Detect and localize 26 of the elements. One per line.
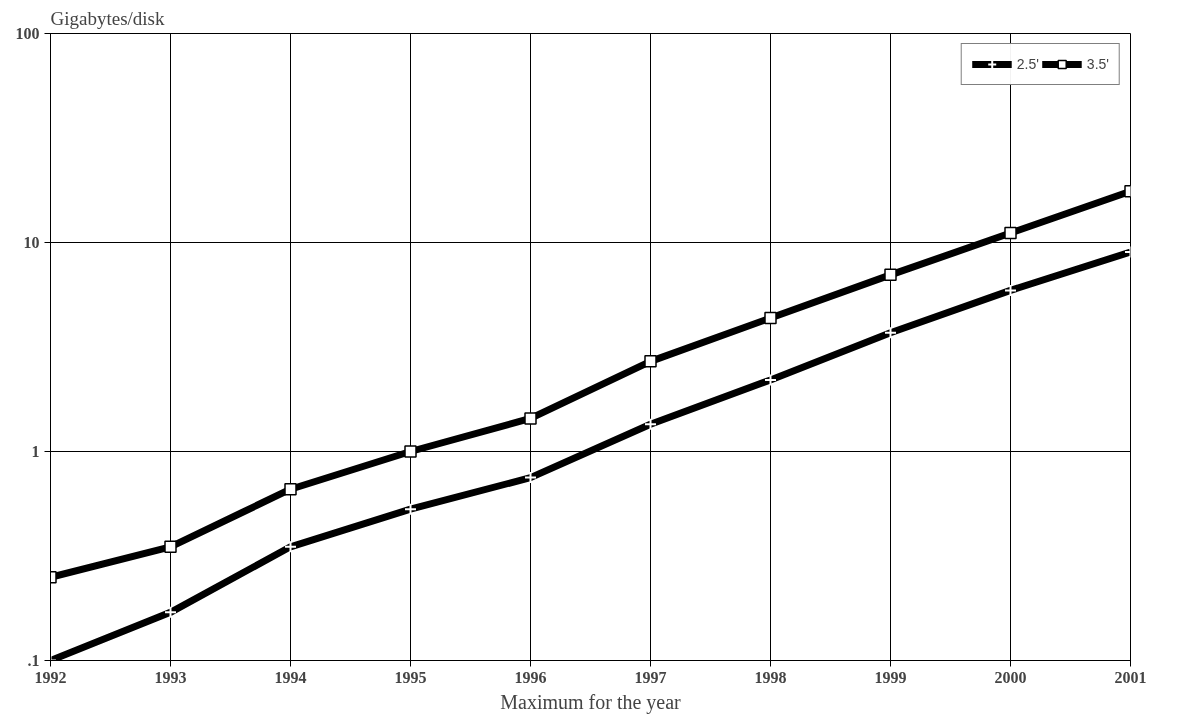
y-tick-label: 10 <box>23 234 40 251</box>
point <box>284 482 297 496</box>
x-tick-label: 1997 <box>634 668 667 686</box>
legend-label: 2.5' <box>1016 56 1039 72</box>
x-tick-label: 2000 <box>994 668 1027 686</box>
x-tick-label: 1998 <box>754 668 787 686</box>
x-tick-label: 2001 <box>1114 668 1147 686</box>
point <box>1004 226 1017 240</box>
point <box>764 311 777 325</box>
point <box>164 540 177 554</box>
x-tick-label: 1999 <box>874 668 907 686</box>
point <box>524 412 537 425</box>
x-tick-label: 1996 <box>514 668 547 686</box>
x-axis-title: Maximum for the year <box>500 690 682 714</box>
point <box>404 445 417 458</box>
y-tick-label: 100 <box>15 25 40 42</box>
y-axis-title: Gigabytes/disk <box>50 7 165 29</box>
x-tick-label: 1995 <box>394 668 427 686</box>
x-tick-label: 1994 <box>274 668 307 686</box>
x-tick-label: 1992 <box>34 668 67 686</box>
legend-label: 3.5' <box>1086 56 1109 72</box>
y-tick-label: .1 <box>27 652 40 669</box>
point <box>884 268 897 282</box>
x-tick-label: 1993 <box>154 668 187 686</box>
point <box>644 355 657 368</box>
y-tick-label: 1 <box>31 443 40 460</box>
